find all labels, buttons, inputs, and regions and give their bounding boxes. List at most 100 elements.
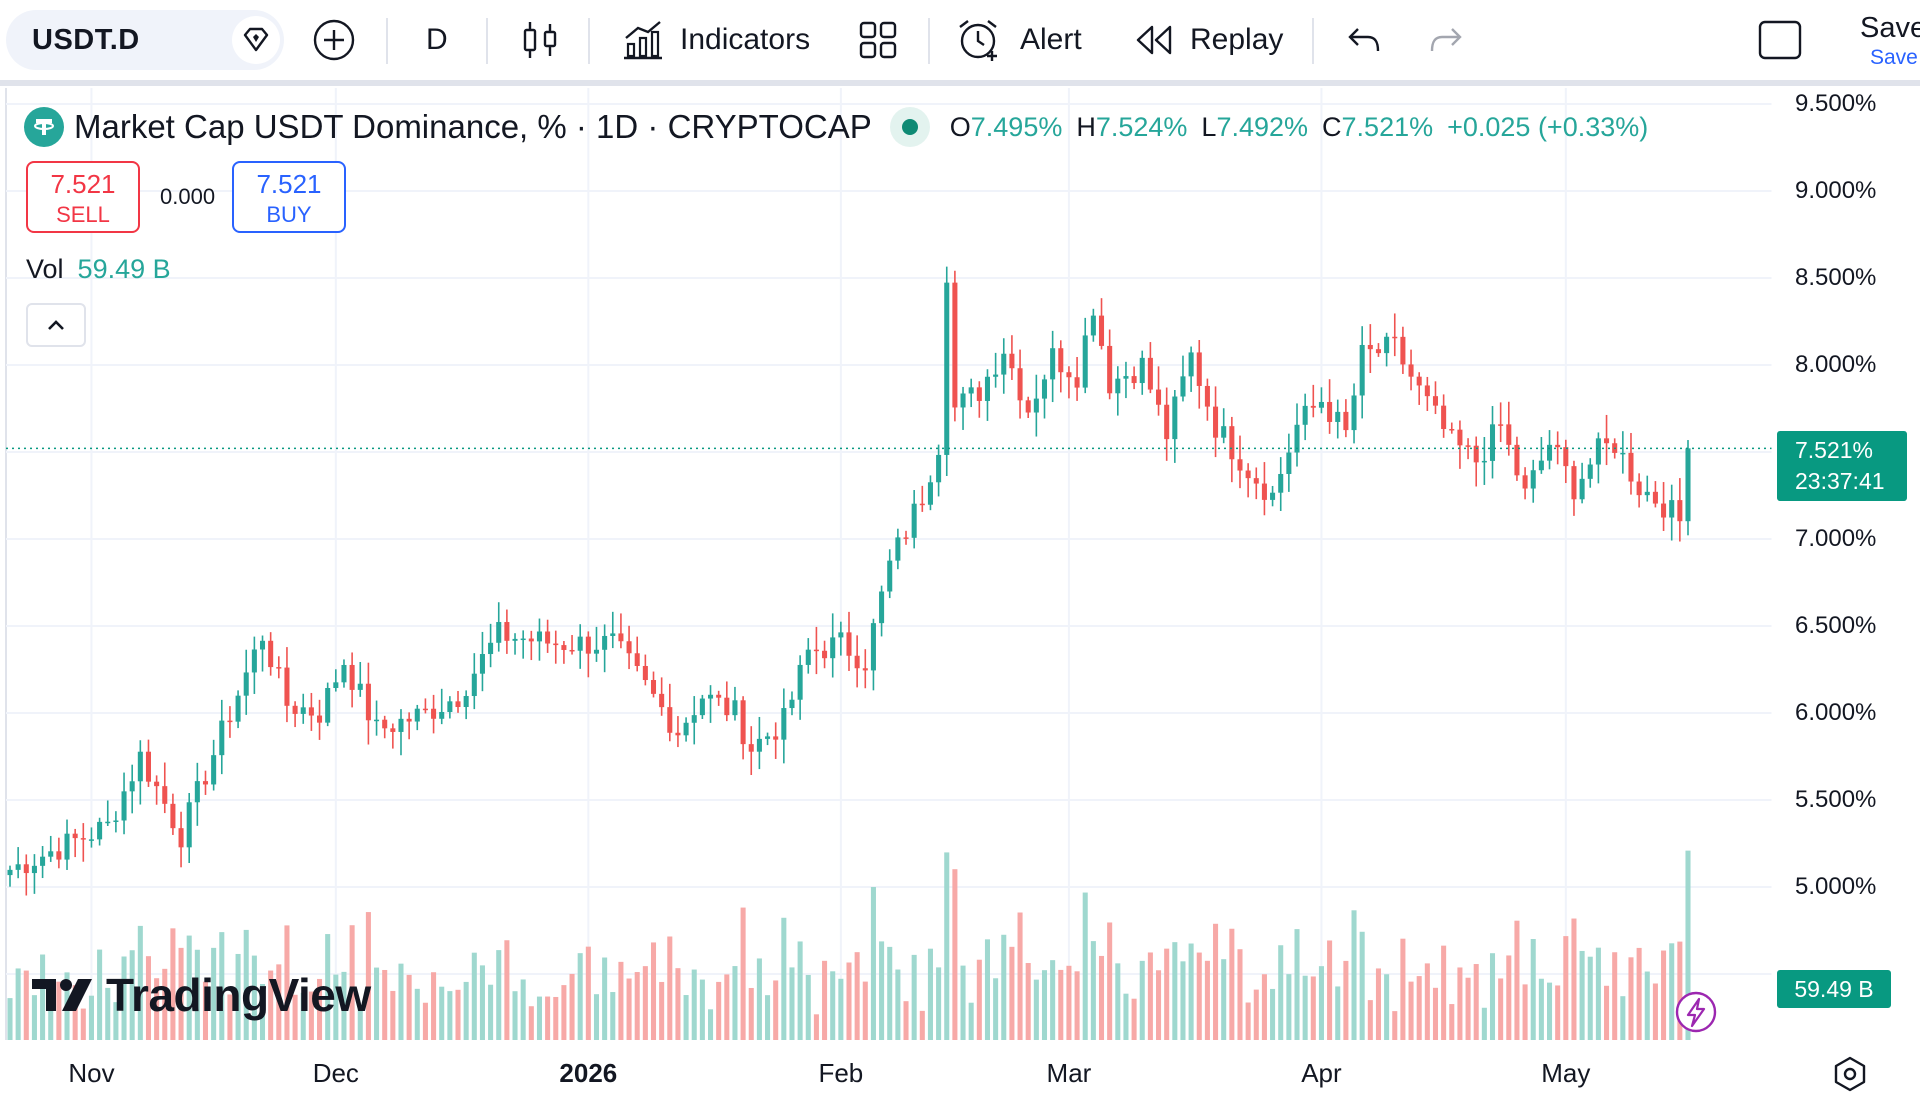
volume-bar: [862, 981, 868, 1040]
diamond-icon[interactable]: [232, 16, 280, 64]
alert-button[interactable]: Alert: [956, 0, 1082, 80]
volume-bar: [422, 1002, 428, 1040]
open-key: O: [949, 111, 971, 142]
candle-body: [406, 718, 412, 722]
collapse-legend-button[interactable]: [26, 303, 86, 347]
volume-bar: [1180, 961, 1186, 1040]
sell-button[interactable]: 7.521 SELL: [26, 161, 140, 233]
volume-bar: [48, 998, 54, 1040]
volume-bar: [781, 917, 787, 1040]
candle-body: [984, 376, 991, 401]
redo-button[interactable]: [1428, 0, 1464, 80]
candle-body: [235, 695, 241, 722]
candle-body: [1107, 345, 1113, 394]
volume-bar: [243, 929, 249, 1040]
series-legend: Market Cap USDT Dominance, % · 1D · CRYP…: [24, 105, 1648, 149]
interval-button[interactable]: D: [426, 0, 448, 80]
series-title: Market Cap USDT Dominance, % · 1D · CRYP…: [74, 108, 872, 145]
volume-bar: [496, 950, 502, 1040]
volume-bar: [31, 995, 37, 1040]
volume-bar: [1343, 960, 1349, 1040]
candle-body: [919, 503, 925, 506]
grid-layout-icon: [858, 20, 898, 60]
candle-body: [1392, 336, 1398, 339]
save-button[interactable]: Save Save: [1860, 12, 1920, 76]
candle-body: [1147, 357, 1153, 390]
volume-bar: [1359, 931, 1365, 1040]
volume-bar: [431, 972, 437, 1040]
volume-bar: [699, 979, 705, 1040]
candle-body: [1522, 475, 1528, 489]
tradingview-logo-icon: [30, 975, 98, 1015]
candle-body: [659, 693, 665, 708]
replay-button[interactable]: Replay: [1134, 0, 1283, 80]
volume-bar: [870, 887, 876, 1040]
volume-bar: [593, 994, 600, 1040]
settings-icon[interactable]: [1830, 1054, 1870, 1094]
high-key: H: [1076, 111, 1096, 142]
volume-bar: [1669, 943, 1675, 1040]
candle-body: [838, 632, 844, 638]
volume-bar: [1131, 998, 1137, 1040]
candle-body: [341, 664, 347, 683]
candle-body: [602, 635, 608, 650]
candle-body: [1473, 445, 1479, 463]
volume-bar: [561, 985, 567, 1040]
lightning-icon[interactable]: [1674, 990, 1718, 1034]
candle-body: [1098, 315, 1105, 346]
volume-bar: [1318, 966, 1324, 1040]
volume-bar: [1457, 967, 1463, 1040]
toolbar-divider: [1312, 18, 1314, 64]
buy-button[interactable]: 7.521 BUY: [232, 161, 346, 233]
volume-bar: [325, 934, 331, 1040]
volume-bar: [1090, 941, 1096, 1040]
candle-body: [1367, 344, 1373, 350]
undo-button[interactable]: [1346, 0, 1382, 80]
candle-body: [1204, 385, 1210, 407]
volume-bar: [1595, 947, 1601, 1040]
candle-body: [561, 645, 567, 650]
candle-body: [15, 864, 21, 870]
volume-bar: [300, 992, 306, 1040]
chart-type-button[interactable]: [520, 0, 560, 80]
volume-bar: [854, 952, 860, 1040]
candle-body: [887, 560, 893, 592]
volume-bar: [1310, 976, 1316, 1040]
interval-label: D: [426, 23, 448, 56]
symbol-name[interactable]: USDT.D: [32, 24, 140, 56]
spread-value: 0.000: [160, 184, 216, 209]
volume-bar: [56, 981, 62, 1040]
volume-bar: [1530, 939, 1536, 1040]
candle-body: [520, 638, 526, 641]
candle-body: [1384, 336, 1390, 354]
volume-bar: [1286, 974, 1292, 1040]
market-status-icon[interactable]: [889, 107, 930, 147]
candle-body: [748, 744, 754, 752]
candle-body: [1555, 444, 1561, 448]
candle-body: [56, 851, 62, 860]
volume-bar: [1587, 956, 1593, 1040]
fullscreen-button[interactable]: [1758, 0, 1802, 80]
candle-body: [1335, 411, 1341, 422]
candle-body: [1270, 492, 1276, 500]
volume-bar: [504, 940, 510, 1040]
volume-bar: [952, 869, 958, 1040]
volume-bar: [984, 939, 991, 1040]
time-axis-label: Feb: [818, 1058, 864, 1088]
compare-symbol-button[interactable]: [312, 0, 356, 80]
candle-body: [732, 700, 738, 716]
candle-body: [1506, 424, 1512, 445]
candle-body: [170, 803, 176, 829]
candle-body: [854, 655, 860, 669]
indicators-button[interactable]: Indicators: [620, 0, 810, 80]
layout-button[interactable]: [858, 0, 898, 80]
candle-body: [72, 833, 78, 839]
candle-body: [390, 728, 396, 732]
volume-bar: [650, 942, 657, 1040]
volume-bar: [121, 956, 127, 1040]
candle-body: [349, 664, 355, 690]
candle-body: [7, 869, 13, 876]
volume-bar: [186, 935, 192, 1040]
symbol-search[interactable]: USDT.D: [6, 10, 284, 70]
